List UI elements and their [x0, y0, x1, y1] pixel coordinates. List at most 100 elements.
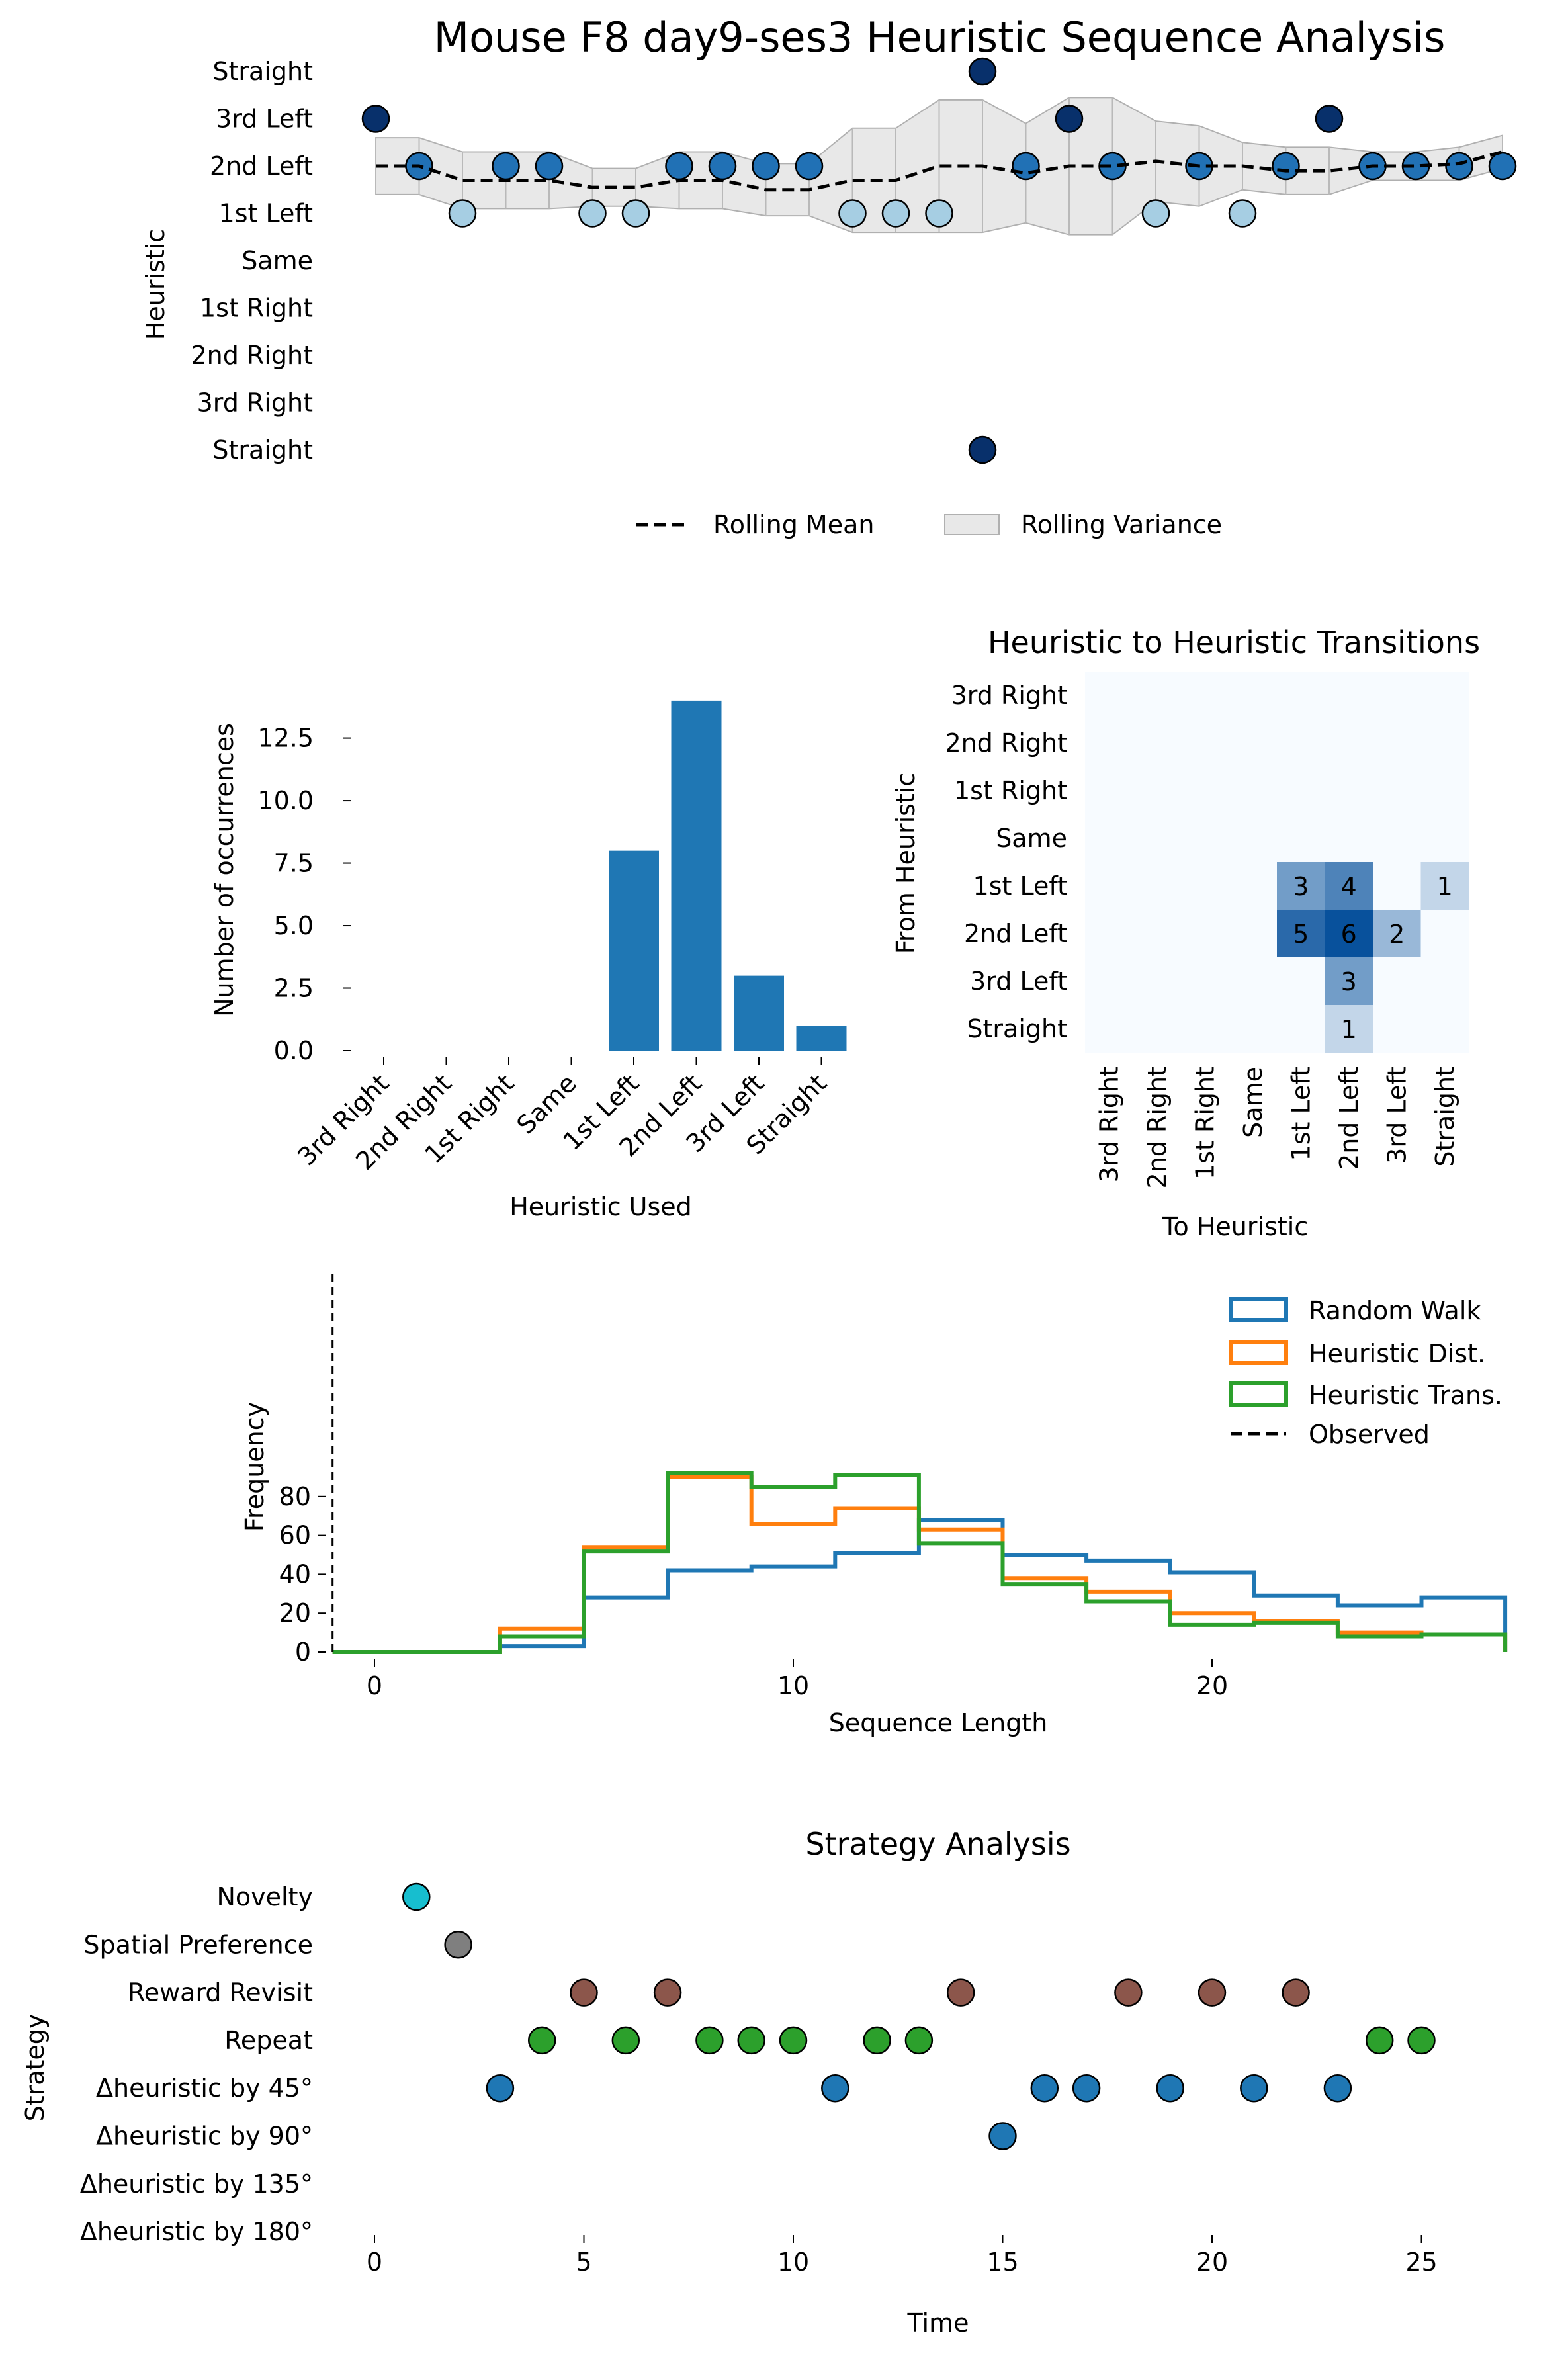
sequence-panel: Straight 3rd Left 2nd Left 1st Left Same 1st …	[141, 57, 1517, 539]
heatmap-cell-value: 1	[1341, 1015, 1357, 1044]
heuristic-point	[535, 152, 564, 181]
x-tick-label: 0	[367, 2248, 382, 2277]
heatmap-cell	[1133, 719, 1182, 767]
heatmap-cell	[1277, 719, 1325, 767]
bar	[796, 1026, 847, 1051]
heatmap-cell	[1373, 1005, 1421, 1053]
y-tick-label: 10.0	[257, 786, 314, 815]
strategy-point	[779, 2026, 808, 2055]
strategy-point	[1030, 2074, 1059, 2103]
heatmap-cell	[1085, 672, 1133, 720]
strategy-point	[1072, 2074, 1101, 2103]
heatmap-cell	[1229, 910, 1278, 958]
heuristic-point	[492, 152, 520, 181]
y-tick-label: 5.0	[274, 911, 314, 940]
heuristic-point	[1141, 199, 1170, 228]
heatmap-cell-value: 5	[1293, 920, 1309, 949]
heatmap-cell	[1181, 957, 1229, 1006]
x-axis-label: To Heuristic	[1162, 1212, 1308, 1241]
heatmap-cell	[1325, 672, 1373, 720]
y-tick-label: Novelty	[217, 1882, 314, 1911]
heuristic-point	[968, 57, 997, 86]
strategy-point	[1198, 1978, 1227, 2007]
strategy-point	[611, 2026, 640, 2055]
x-tick-label: 10	[777, 2248, 809, 2277]
heatmap-cell	[1277, 957, 1325, 1006]
heatmap-cell	[1277, 767, 1325, 815]
heatmap-cell	[1373, 767, 1421, 815]
heatmap-cell	[1181, 672, 1229, 720]
heatmap-cell-value: 3	[1341, 967, 1357, 996]
y-tick-label: 20	[279, 1598, 311, 1628]
row-tick-label: 3rd Left	[970, 967, 1067, 996]
y-tick-label: Spatial Preference	[83, 1930, 313, 1959]
y-tick-label: Δheuristic by 45°	[96, 2074, 313, 2103]
strategy-point	[1114, 1978, 1143, 2007]
heatmap-cell	[1325, 1005, 1373, 1053]
heuristic-point	[1055, 105, 1084, 133]
strategy-point	[904, 2026, 934, 2055]
heatmap-cell	[1277, 1005, 1325, 1053]
y-tick-label: Δheuristic by 180°	[80, 2217, 313, 2246]
heatmap-cell	[1181, 814, 1229, 863]
heatmap-cell	[1181, 1005, 1229, 1053]
bar	[734, 975, 784, 1051]
row-tick-label: 1st Left	[973, 871, 1067, 900]
y-tick-label: 1st Left	[219, 199, 313, 228]
heuristic-point	[1315, 105, 1344, 133]
heatmap-cell	[1181, 910, 1229, 958]
y-tick-label: Same	[241, 246, 313, 275]
heatmap-cell	[1085, 1005, 1133, 1053]
strategy-point	[946, 1978, 975, 2007]
legend-label: Heuristic Trans.	[1309, 1381, 1503, 1410]
y-tick-label: 0	[295, 1638, 311, 1667]
heuristic-point	[1445, 152, 1473, 181]
x-axis-label: Time	[907, 2308, 969, 2338]
heatmap-cell	[1373, 814, 1421, 863]
heuristic-point	[361, 105, 390, 133]
heatmap-cell	[1229, 767, 1278, 815]
strategy-point	[1323, 2074, 1352, 2103]
legend-rolling-mean-label: Rolling Mean	[713, 510, 874, 539]
heuristic-point	[881, 199, 910, 228]
y-tick-label: 3rd Right	[197, 388, 313, 417]
bar	[609, 850, 659, 1051]
heatmap-cell	[1420, 814, 1469, 863]
transitions-panel: 3 4 1 5 6 2 3 1 3rd Right 2nd Right 1st Right Same 1…	[891, 625, 1480, 1241]
heatmap-cell	[1420, 672, 1469, 720]
heatmap-cell	[1277, 862, 1325, 910]
heatmap-cell	[1229, 957, 1278, 1006]
x-tick-label: 0	[367, 1671, 382, 1700]
strategy-point	[1240, 2074, 1268, 2103]
heatmap-cell	[1085, 862, 1133, 910]
strategy-point	[486, 2074, 515, 2103]
y-tick-label: 2nd Right	[191, 341, 313, 370]
heatmap-cell	[1085, 767, 1133, 815]
heatmap-cell	[1229, 672, 1278, 720]
strategy-point	[821, 2074, 849, 2103]
y-tick-label: Reward Revisit	[128, 1978, 313, 2007]
y-tick-label: 80	[279, 1482, 311, 1511]
x-tick-label: 5	[576, 2248, 591, 2277]
y-tick-label: Straight	[212, 435, 313, 464]
heatmap-cell-value: 3	[1293, 872, 1309, 901]
y-tick-label: Repeat	[224, 2026, 313, 2055]
y-axis-label: Strategy	[21, 2014, 50, 2122]
strategy-point	[695, 2026, 724, 2055]
legend-rolling-variance-label: Rolling Variance	[1021, 510, 1222, 539]
y-axis-label: Frequency	[240, 1402, 269, 1532]
legend-rolling-variance-swatch	[944, 514, 1000, 535]
heatmap-cell	[1277, 910, 1325, 958]
heatmap-cell-value: 6	[1341, 920, 1357, 949]
row-tick-label: 1st Right	[954, 776, 1067, 805]
col-tick-label: 2nd Left	[1334, 1067, 1364, 1170]
heatmap-cell	[1085, 814, 1133, 863]
row-tick-label: 2nd Left	[964, 919, 1067, 948]
y-tick-label: 12.5	[257, 724, 314, 753]
x-tick-label: 20	[1196, 1671, 1228, 1700]
x-tick-label: 25	[1405, 2248, 1437, 2277]
heatmap-cell	[1133, 957, 1182, 1006]
heuristic-point	[1488, 152, 1517, 181]
heuristic-point	[578, 199, 607, 228]
